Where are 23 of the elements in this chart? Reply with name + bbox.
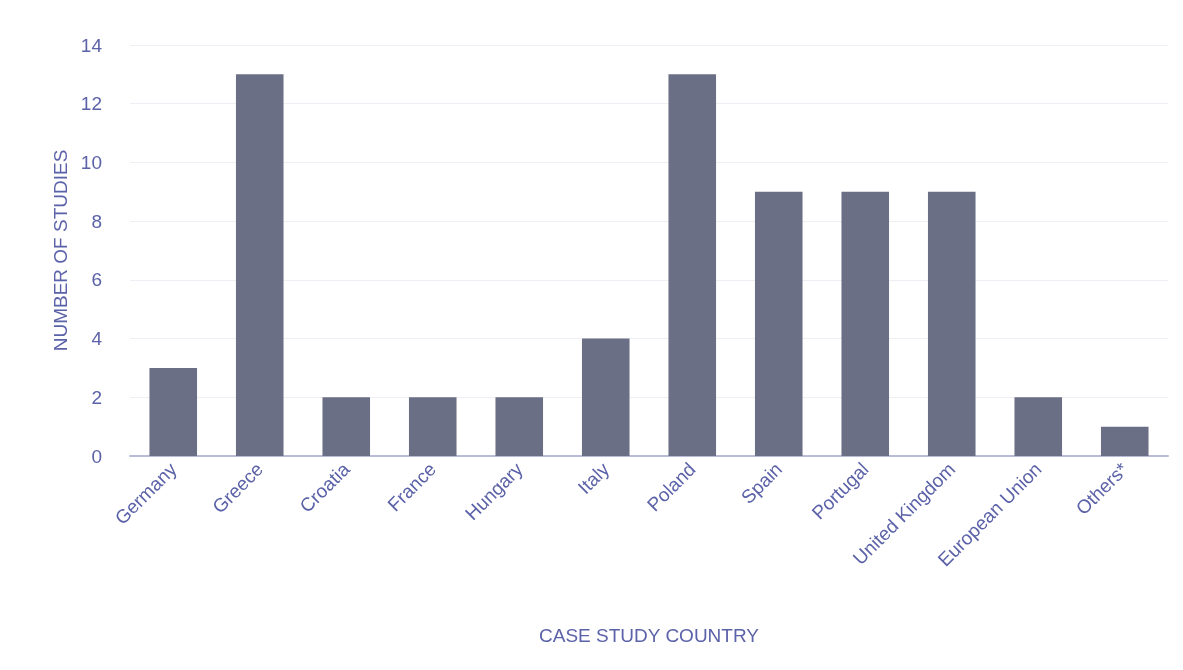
y-tick-label: 6 (91, 269, 102, 291)
y-tick-label: 14 (80, 34, 103, 56)
x-axis-title: CASE STUDY COUNTRY (539, 625, 760, 646)
bar (408, 397, 457, 456)
bar (1100, 426, 1149, 456)
bar (495, 397, 544, 456)
bar (322, 397, 371, 456)
y-tick-label: 2 (91, 386, 102, 408)
y-tick-label: 4 (91, 328, 103, 350)
y-tick-label: 10 (80, 151, 102, 173)
bar (668, 74, 717, 456)
y-axis-title: NUMBER OF STUDIES (49, 149, 71, 352)
bar (841, 191, 890, 456)
bar (927, 191, 976, 456)
bar (754, 191, 803, 456)
y-tick-label: 8 (91, 210, 102, 232)
y-tick-label: 12 (80, 93, 102, 115)
x-tick-label: Italy (573, 458, 614, 499)
bar (581, 338, 630, 456)
bar (149, 367, 198, 456)
bar (235, 74, 284, 456)
y-tick-label: 0 (91, 445, 102, 467)
bar (1014, 397, 1063, 456)
